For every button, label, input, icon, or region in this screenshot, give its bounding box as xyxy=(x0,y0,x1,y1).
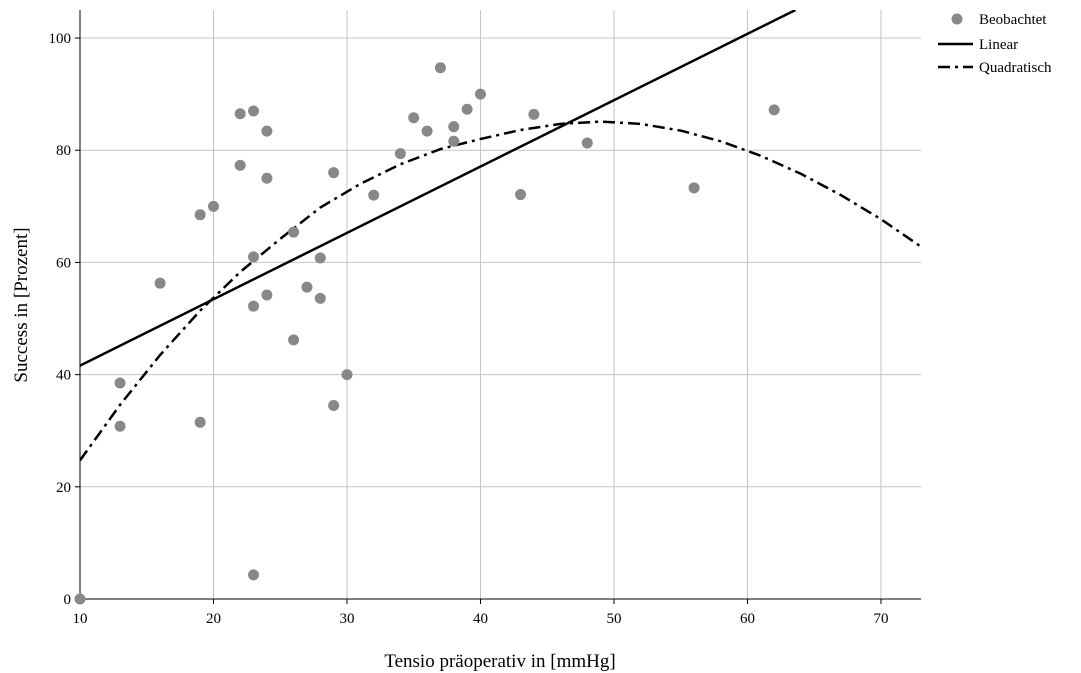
observed-point xyxy=(688,182,700,194)
observed-point xyxy=(248,300,260,312)
observed-point xyxy=(314,252,326,264)
observed-point xyxy=(194,209,206,221)
observed-point xyxy=(328,167,340,179)
y-tick-label: 20 xyxy=(56,480,71,496)
quadratic-fit-line xyxy=(80,120,921,462)
grid xyxy=(80,10,921,599)
y-tick-label: 80 xyxy=(56,143,71,159)
observed-point xyxy=(248,105,260,117)
observed-point xyxy=(341,369,353,381)
x-axis-title: Tensio präoperativ in [mmHg] xyxy=(384,651,615,672)
observed-point xyxy=(114,377,126,389)
x-tick-label: 70 xyxy=(873,611,888,627)
legend-label-quadratic: Quadratisch xyxy=(979,60,1052,76)
observed-point xyxy=(288,334,300,346)
observed-point xyxy=(448,135,460,147)
observed-point xyxy=(768,104,780,116)
linear-fit-line xyxy=(80,10,797,367)
legend-label-linear: Linear xyxy=(979,37,1018,53)
observed-point xyxy=(207,200,219,212)
observed-point xyxy=(194,416,206,428)
observed-point xyxy=(515,189,527,201)
x-tick-label: 20 xyxy=(206,611,221,627)
y-tick-label: 40 xyxy=(56,368,71,384)
observed-point xyxy=(114,420,126,432)
observed-point xyxy=(248,251,260,263)
y-tick-label: 0 xyxy=(64,592,72,608)
y-tick-label: 100 xyxy=(49,31,72,47)
observed-point xyxy=(434,62,446,74)
observed-point xyxy=(261,289,273,301)
x-tick-label: 40 xyxy=(473,611,488,627)
observed-point xyxy=(261,125,273,137)
observed-point xyxy=(234,159,246,171)
observed-point xyxy=(261,172,273,184)
legend-marker-observed xyxy=(951,13,963,25)
legend-label-observed: Beobachtet xyxy=(979,12,1047,28)
observed-point xyxy=(368,189,380,201)
x-tick-label: 60 xyxy=(740,611,755,627)
observed-point xyxy=(461,103,473,115)
observed-point xyxy=(581,137,593,149)
observed-point xyxy=(301,281,313,293)
observed-point xyxy=(288,226,300,238)
y-axis-title: Success in [Prozent] xyxy=(11,227,32,382)
observed-point xyxy=(314,292,326,304)
observed-point xyxy=(234,108,246,120)
observed-point xyxy=(528,108,540,120)
y-tick-label: 60 xyxy=(56,255,71,271)
tick-labels: 10 20 30 40 50 60 70 0 20 40 60 80 100 xyxy=(49,31,889,627)
observed-point xyxy=(448,121,460,133)
observed-point xyxy=(248,569,260,581)
observed-point xyxy=(394,148,406,160)
series-layer xyxy=(74,10,921,605)
observed-point xyxy=(74,593,86,605)
x-tick-label: 10 xyxy=(73,611,88,627)
observed-point xyxy=(474,88,486,100)
legend: Beobachtet Linear Quadratisch xyxy=(938,12,1052,76)
observed-point xyxy=(328,399,340,411)
observed-point xyxy=(408,112,420,124)
x-tick-label: 30 xyxy=(339,611,354,627)
x-tick-label: 50 xyxy=(606,611,621,627)
axes xyxy=(75,10,921,604)
observed-point xyxy=(421,125,433,137)
observed-point xyxy=(154,277,166,289)
